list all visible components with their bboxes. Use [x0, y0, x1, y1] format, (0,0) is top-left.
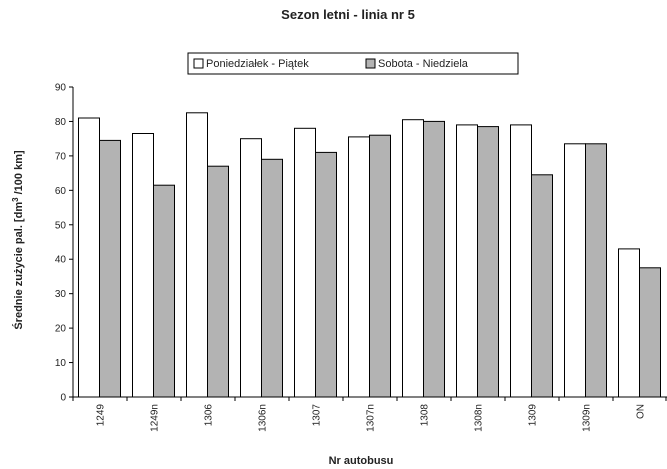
bar-1308-weekday — [402, 119, 424, 398]
x-tick-label: 1308n — [474, 404, 485, 432]
x-axis: 1249 1249n 1306 1306n 1307 1307n 1308 1308n 1309… — [72, 396, 667, 432]
y-axis-label: Średnie zużycie pal. [dm3 /100 km] — [11, 150, 25, 330]
bar-1309n-weekday — [564, 143, 586, 398]
bars-group — [78, 112, 661, 398]
y-tick-label: 30 — [55, 289, 67, 300]
bar-1307-weekday — [294, 127, 316, 398]
bar-1249-weekday — [78, 117, 100, 398]
legend-swatch-weekend — [365, 58, 376, 69]
x-tick-label: 1249 — [96, 404, 107, 427]
bar-1307n-weekend — [369, 134, 391, 398]
y-tick-label: 80 — [55, 117, 67, 128]
y-tick-label: 0 — [60, 393, 66, 404]
x-axis-label: Nr autobusu — [329, 455, 394, 467]
y-tick-label: 40 — [55, 255, 67, 266]
bar-1309n-weekend — [585, 143, 607, 398]
bar-1249-weekend — [99, 139, 121, 398]
bar-ON-weekend — [639, 267, 661, 398]
x-tick-label: 1309n — [582, 404, 593, 432]
legend-label-weekend: Sobota - Niedziela — [378, 58, 469, 70]
bar-1307n-weekday — [348, 136, 370, 398]
x-tick-label: ON — [636, 404, 647, 419]
y-tick-label: 10 — [55, 358, 67, 369]
bar-1249n-weekend — [153, 184, 175, 398]
bar-1306n-weekend — [261, 158, 283, 398]
legend: Poniedziałek - Piątek Sobota - Niedziela — [187, 52, 519, 75]
x-tick-label: 1308 — [420, 404, 431, 427]
y-tick-label: 60 — [55, 186, 67, 197]
y-axis: 0 10 20 30 40 50 60 70 80 90 — [55, 83, 74, 404]
x-tick-label: 1309 — [528, 404, 539, 427]
bar-1308n-weekday — [456, 124, 478, 398]
y-tick-label: 90 — [55, 83, 67, 94]
bar-1308-weekend — [423, 120, 445, 398]
legend-box — [187, 52, 519, 75]
bar-1309-weekend — [531, 174, 553, 398]
x-tick-label: 1307 — [312, 404, 323, 427]
chart-title: Sezon letni - linia nr 5 — [281, 7, 415, 22]
x-tick-label: 1306n — [258, 404, 269, 432]
bar-1308n-weekend — [477, 126, 499, 398]
legend-label-weekday: Poniedziałek - Piątek — [206, 58, 309, 70]
bar-1309-weekday — [510, 124, 532, 398]
y-tick-label: 50 — [55, 220, 67, 231]
bar-1307-weekend — [315, 151, 337, 398]
x-tick-label: 1249n — [150, 404, 161, 432]
bar-ON-weekday — [618, 248, 640, 398]
bar-1306-weekend — [207, 165, 229, 398]
y-tick-label: 70 — [55, 151, 67, 162]
legend-swatch-weekday — [193, 58, 204, 69]
bar-1249n-weekday — [132, 133, 154, 398]
bar-1306-weekday — [186, 112, 208, 398]
x-tick-label: 1307n — [366, 404, 377, 432]
y-tick-label: 20 — [55, 324, 67, 335]
x-tick-label: 1306 — [204, 404, 215, 427]
bar-1306n-weekday — [240, 138, 262, 398]
